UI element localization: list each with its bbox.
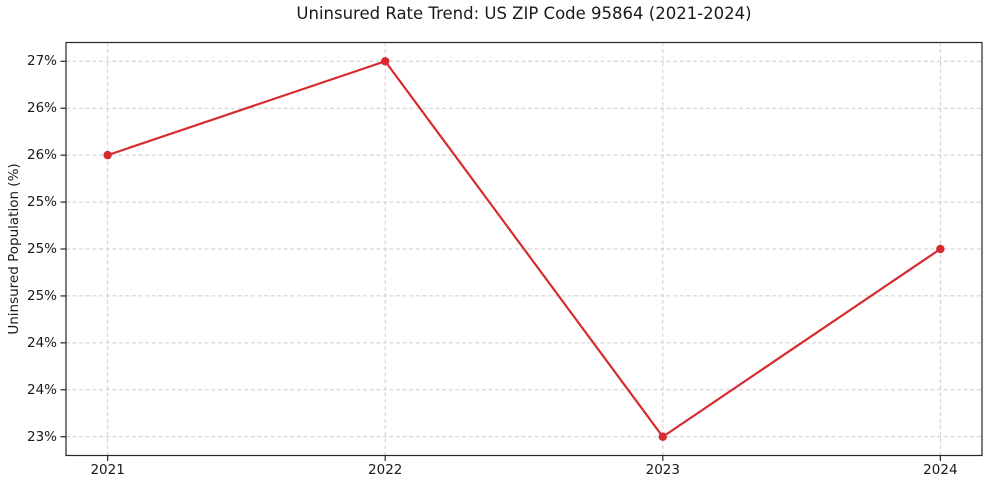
- y-tick-label: 25%: [26, 287, 57, 304]
- y-tick-label: 24%: [26, 381, 57, 398]
- y-tick-label: 26%: [26, 100, 57, 117]
- chart-title: Uninsured Rate Trend: US ZIP Code 95864 …: [296, 4, 752, 23]
- y-tick-label: 25%: [26, 194, 57, 211]
- x-tick-label: 2022: [368, 462, 403, 478]
- series-line: [106, 60, 942, 438]
- y-tick-label: 27%: [26, 53, 57, 70]
- y-tick-label: 24%: [26, 334, 57, 351]
- y-tick-label: 26%: [26, 147, 57, 164]
- x-tick-label: 2024: [923, 462, 958, 478]
- x-tick-label: 2021: [90, 462, 125, 478]
- y-tick-label: 23%: [26, 428, 57, 445]
- data-point-marker: [658, 432, 667, 441]
- x-tick-label: 2023: [645, 462, 680, 478]
- data-point-marker: [103, 150, 112, 160]
- y-tick-label: 25%: [26, 241, 57, 257]
- data-point-marker: [936, 244, 945, 254]
- data-point-marker: [381, 57, 390, 66]
